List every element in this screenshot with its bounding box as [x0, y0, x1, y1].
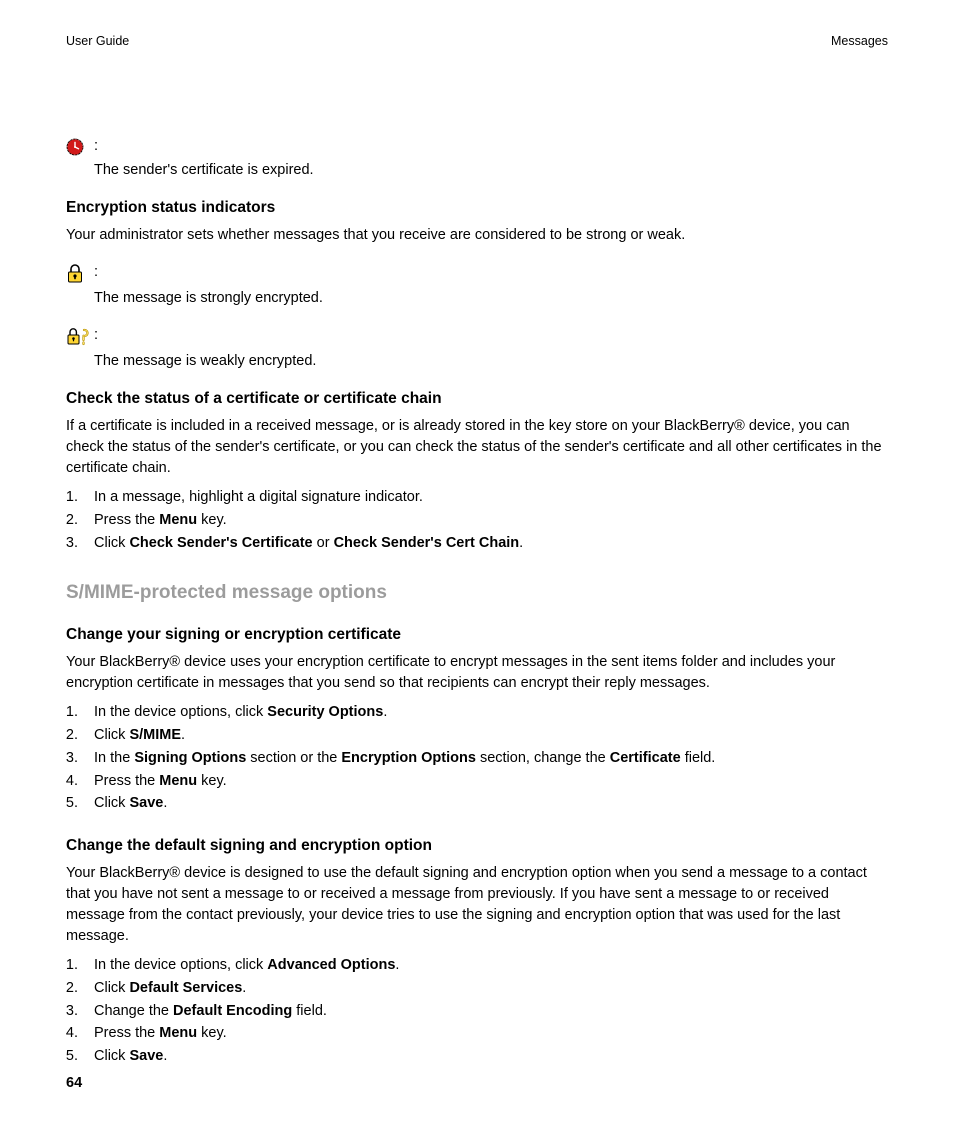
step-item: Change the Default Encoding field. — [82, 1001, 888, 1023]
step-item: Click Save. — [82, 793, 888, 815]
header-left: User Guide — [66, 34, 129, 48]
change-default-intro: Your BlackBerry® device is designed to u… — [66, 863, 888, 947]
cert-expired-desc: The sender's certificate is expired. — [94, 160, 888, 181]
check-cert-steps: In a message, highlight a digital signat… — [66, 487, 888, 554]
change-default-steps: In the device options, click Advanced Op… — [66, 955, 888, 1068]
step-item: In the device options, click Advanced Op… — [82, 955, 888, 977]
smime-section-heading: S/MIME-protected message options — [66, 582, 888, 604]
change-cert-steps: In the device options, click Security Op… — [66, 702, 888, 815]
enc-weak-block: : The message is weakly encrypted. — [66, 327, 888, 372]
enc-strong-desc: The message is strongly encrypted. — [94, 288, 888, 309]
lock-weak-icon — [66, 327, 94, 347]
step-item: Press the Menu key. — [82, 1023, 888, 1045]
check-cert-heading: Check the status of a certificate or cer… — [66, 390, 888, 408]
change-default-heading: Change the default signing and encryptio… — [66, 837, 888, 855]
page-content: User Guide Messages : The sender's certi… — [0, 0, 954, 1068]
step-item: In the device options, click Security Op… — [82, 702, 888, 724]
step-item: Click Check Sender's Certificate or Chec… — [82, 533, 888, 555]
icon-colon: : — [94, 327, 98, 343]
enc-weak-desc: The message is weakly encrypted. — [94, 351, 888, 372]
icon-colon: : — [94, 264, 98, 280]
header-right: Messages — [831, 34, 888, 48]
page-number: 64 — [66, 1075, 82, 1091]
step-item: Click Save. — [82, 1046, 888, 1068]
enc-indicators-intro: Your administrator sets whether messages… — [66, 225, 888, 246]
clock-red-icon — [66, 138, 94, 156]
lock-strong-icon — [66, 264, 94, 284]
enc-indicators-heading: Encryption status indicators — [66, 199, 888, 217]
change-cert-intro: Your BlackBerry® device uses your encryp… — [66, 652, 888, 694]
step-item: In the Signing Options section or the En… — [82, 748, 888, 770]
step-item: Click Default Services. — [82, 978, 888, 1000]
step-item: Press the Menu key. — [82, 771, 888, 793]
step-item: Click S/MIME. — [82, 725, 888, 747]
step-item: Press the Menu key. — [82, 510, 888, 532]
check-cert-intro: If a certificate is included in a receiv… — [66, 416, 888, 479]
enc-strong-block: : The message is strongly encrypted. — [66, 264, 888, 309]
running-header: User Guide Messages — [66, 34, 888, 48]
cert-expired-block: : The sender's certificate is expired. — [66, 138, 888, 181]
change-cert-heading: Change your signing or encryption certif… — [66, 626, 888, 644]
step-item: In a message, highlight a digital signat… — [82, 487, 888, 509]
icon-colon: : — [94, 138, 98, 154]
